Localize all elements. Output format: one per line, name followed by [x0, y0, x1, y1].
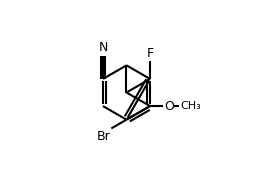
Text: F: F	[146, 47, 154, 60]
Text: O: O	[164, 100, 174, 112]
Text: CH₃: CH₃	[180, 101, 201, 111]
Text: Br: Br	[97, 130, 110, 143]
Text: N: N	[98, 41, 108, 54]
